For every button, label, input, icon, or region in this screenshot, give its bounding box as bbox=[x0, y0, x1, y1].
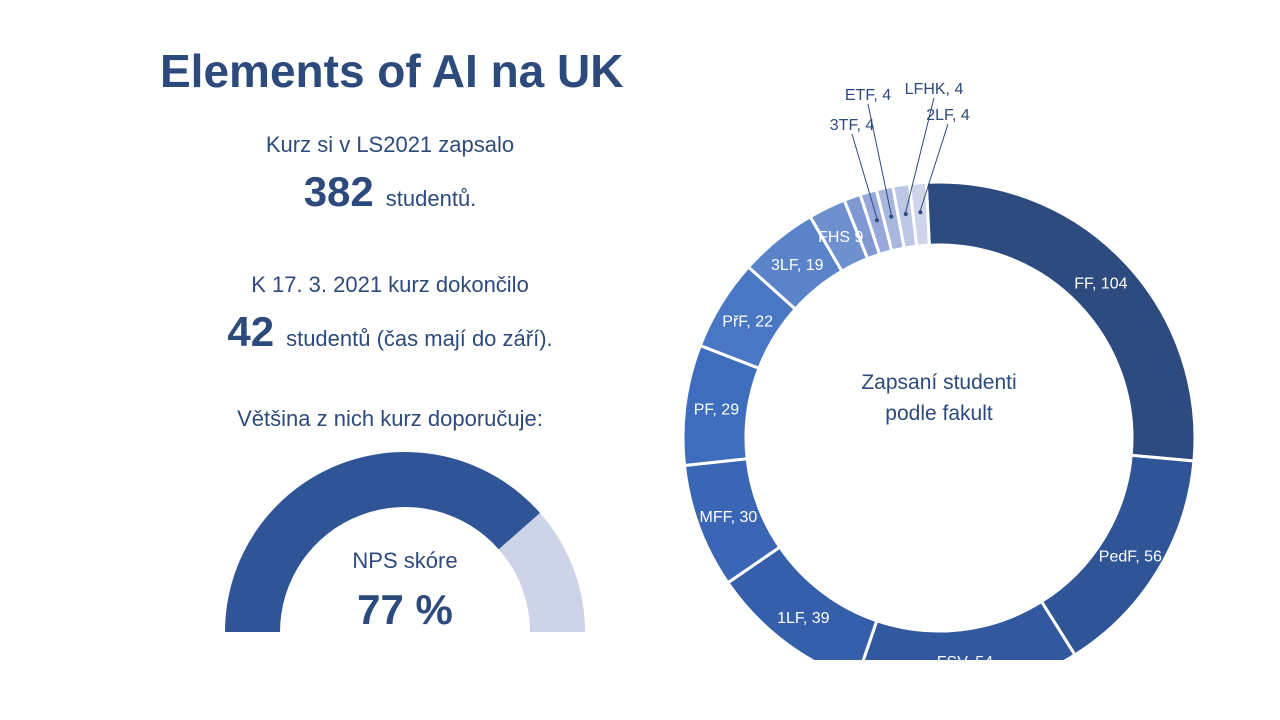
donut-label-lfp: LFP, 4 bbox=[849, 162, 894, 179]
donut-label-3tf: 3TF, 4 bbox=[830, 117, 875, 134]
donut-leader-etf bbox=[867, 103, 892, 215]
donut-center-line-2: podle fakult bbox=[885, 402, 993, 425]
completed-caption: K 17. 3. 2021 kurz dokončilo bbox=[251, 272, 529, 297]
donut-leader-2lf bbox=[919, 123, 949, 211]
completed-unit: studentů (čas mají do září). bbox=[286, 326, 553, 351]
donut-center-line-1: Zapsaní studenti bbox=[861, 371, 1016, 394]
donut-label-fsv: FSV, 54 bbox=[937, 654, 993, 660]
donut-label-mff: MFF, 30 bbox=[700, 509, 758, 526]
enrolled-stat: 382 studentů. bbox=[170, 168, 610, 216]
donut-slice-fsv bbox=[861, 599, 1078, 660]
enrolled-unit: studentů. bbox=[385, 186, 477, 211]
donut-label-etf: ETF, 4 bbox=[845, 87, 891, 104]
nps-gauge-fill bbox=[225, 452, 541, 632]
nps-gauge: NPS skóre 77 % bbox=[225, 452, 585, 633]
donut-label-1lf: 1LF, 39 bbox=[777, 610, 830, 627]
donut-label-pf: PF, 29 bbox=[694, 402, 739, 419]
page-title: Elements of AI na UK bbox=[160, 45, 624, 97]
recommend-caption: Většina z nich kurz doporučuje: bbox=[237, 406, 543, 431]
nps-value: 77 % bbox=[357, 586, 453, 633]
nps-label: NPS skóre bbox=[352, 548, 457, 573]
faculty-donut-chart: FF, 104 PedF, 56 FSV, 54 1LF, 39 MFF, 30 PF, … bbox=[681, 81, 1197, 660]
donut-label-ff: FF, 104 bbox=[1074, 275, 1127, 292]
enrolled-value: 382 bbox=[303, 168, 374, 215]
donut-leader-dot-etf bbox=[889, 214, 894, 219]
donut-label-fhs: FHS 9 bbox=[818, 229, 863, 246]
donut-leader-3tf bbox=[851, 133, 878, 219]
nps-gauge-remainder bbox=[498, 512, 585, 632]
completed-value: 42 bbox=[227, 308, 275, 355]
donut-leader-dot-3tf bbox=[874, 218, 879, 223]
donut-label-přf: PřF, 22 bbox=[722, 314, 773, 331]
donut-label-lfhk: LFHK, 4 bbox=[905, 81, 964, 98]
donut-label-3lf: 3LF, 19 bbox=[771, 257, 824, 274]
donut-label-2lf: 2LF, 4 bbox=[926, 107, 970, 124]
donut-leader-dot-lfhk bbox=[903, 211, 908, 216]
completed-stat: 42 studentů (čas mají do září). bbox=[170, 308, 610, 356]
enrolled-caption: Kurz si v LS2021 zapsalo bbox=[265, 132, 515, 157]
donut-leader-dot-2lf bbox=[918, 210, 923, 215]
donut-label-pedf: PedF, 56 bbox=[1099, 548, 1162, 565]
donut-leader-lfhk bbox=[905, 97, 935, 213]
